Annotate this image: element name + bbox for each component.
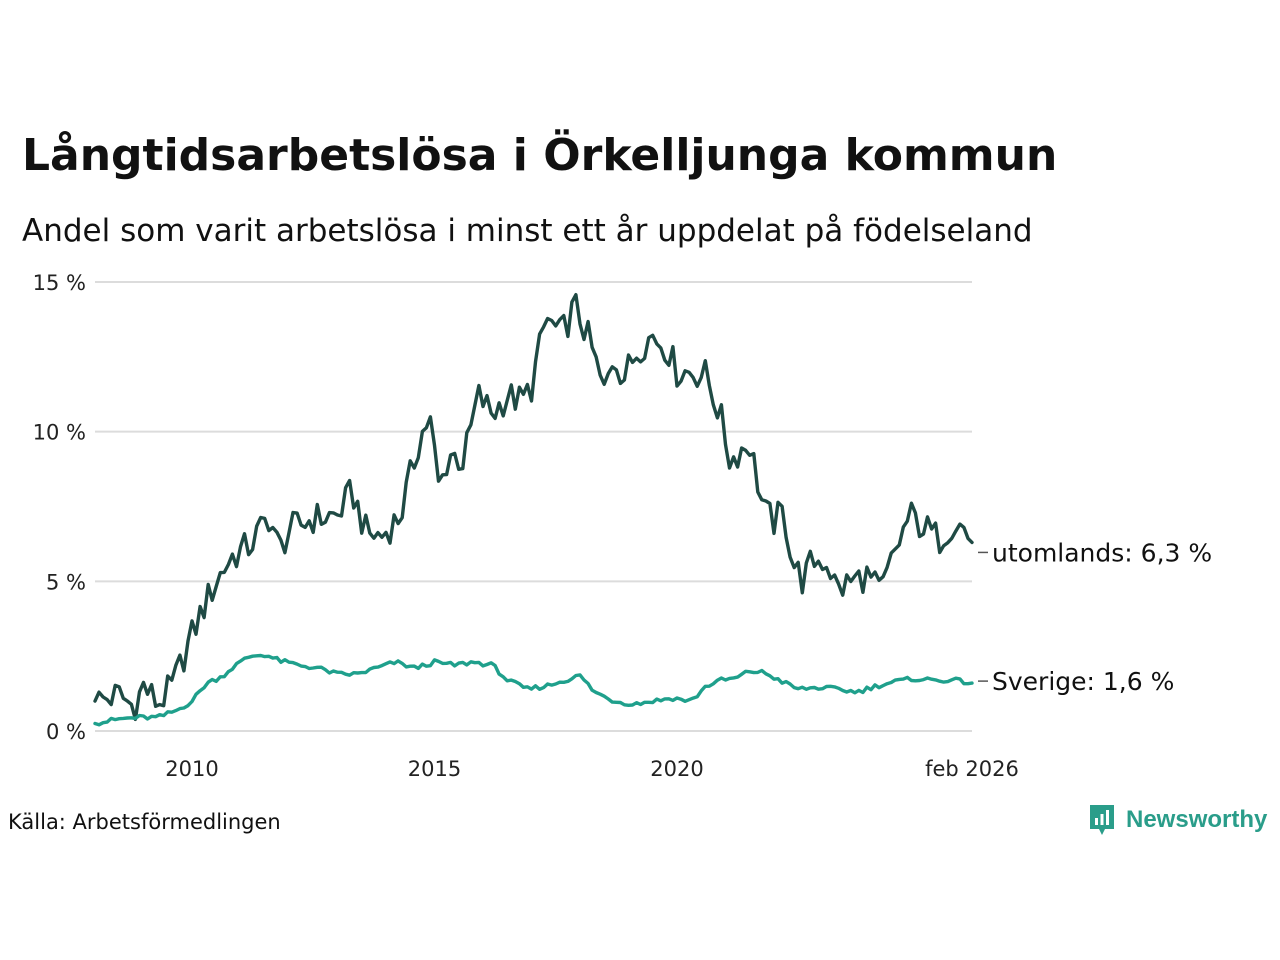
brand-name: Newsworthy bbox=[1126, 806, 1268, 833]
y-tick-label: 15 % bbox=[33, 271, 86, 295]
x-tick-label: feb 2026 bbox=[925, 757, 1019, 781]
x-tick-label: 2010 bbox=[165, 757, 218, 781]
series-line-sverige bbox=[93, 653, 974, 727]
end-labels: utomlands: 6,3 % Sverige: 1,6 % bbox=[978, 538, 1212, 696]
y-tick-label: 10 % bbox=[33, 421, 86, 445]
y-tick-label: 0 % bbox=[46, 720, 86, 744]
series-line-utomlands bbox=[93, 293, 974, 722]
x-tick-label: 2020 bbox=[650, 757, 703, 781]
grid-lines bbox=[95, 281, 972, 732]
series-lines bbox=[93, 293, 974, 727]
chart-title: Långtidsarbetslösa i Örkelljunga kommun bbox=[22, 130, 1058, 181]
y-axis-ticks: 0 % 5 % 10 % 15 % bbox=[33, 271, 86, 744]
end-label-utomlands: utomlands: 6,3 % bbox=[992, 538, 1212, 567]
x-axis-ticks: 2010 2015 2020 feb 2026 bbox=[165, 757, 1019, 781]
chart-subtitle: Andel som varit arbetslösa i minst ett å… bbox=[22, 213, 1033, 249]
source-note: Källa: Arbetsförmedlingen bbox=[8, 810, 281, 834]
y-tick-label: 5 % bbox=[46, 570, 86, 594]
end-label-sverige: Sverige: 1,6 % bbox=[992, 667, 1174, 696]
x-tick-label: 2015 bbox=[408, 757, 461, 781]
bar-chart-speech-icon bbox=[1090, 805, 1114, 835]
brand-logo: Newsworthy bbox=[1088, 803, 1267, 837]
